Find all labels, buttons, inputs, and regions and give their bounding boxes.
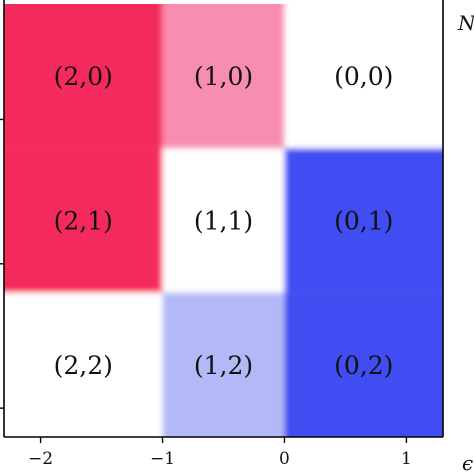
x-tick-label-0: −2 [28, 449, 53, 469]
heatmap-cell-0 [4, 4, 163, 149]
cell-label-6: (2,2) [54, 351, 113, 380]
x-tick-label-1: −1 [150, 449, 175, 469]
cell-label-2: (0,0) [334, 62, 393, 91]
heatmap-cell-1 [162, 4, 285, 149]
heatmap-cell-5 [284, 148, 443, 293]
heatmap-cell-6 [4, 292, 163, 437]
cell-label-0: (2,0) [54, 62, 113, 91]
x-tick-label-2: 0 [279, 449, 290, 469]
heatmap-cell-3 [4, 148, 163, 293]
cell-label-3: (2,1) [54, 207, 113, 236]
cell-label-4: (1,1) [194, 207, 253, 236]
x-tick-label-3: 1 [401, 449, 412, 469]
y-axis-label: N [457, 11, 474, 35]
x-axis-label: ϵ [462, 451, 473, 474]
cell-label-7: (1,2) [194, 351, 253, 380]
heatmap-cell-2 [284, 4, 443, 149]
cell-label-8: (0,2) [334, 351, 393, 380]
cell-label-1: (1,0) [194, 62, 253, 91]
heatmap-cell-7 [162, 292, 285, 437]
cell-labels-layer: (2,0) (1,0) (0,0) (2,1) (1,1) (0,1) (2,2) (1,2)… [54, 62, 394, 380]
cells-layer [4, 4, 443, 437]
heatmap-cell-8 [284, 292, 443, 437]
cell-label-5: (0,1) [334, 207, 393, 236]
heatmap-cell-4 [162, 148, 285, 293]
